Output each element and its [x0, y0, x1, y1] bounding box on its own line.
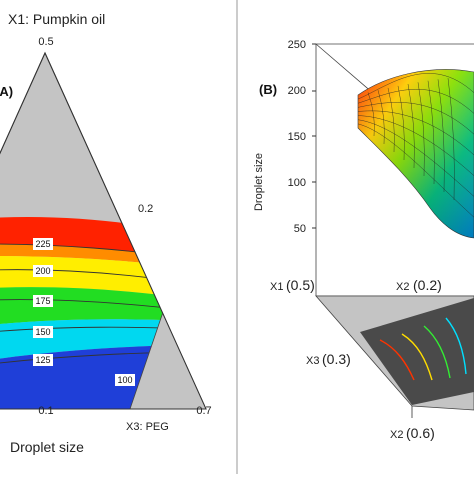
vertex-value-top: 0.5 — [38, 36, 53, 48]
x1-axis-label: X1 (0.5) — [270, 277, 315, 293]
x2-axis-label-bottom: X2 (0.6) — [390, 425, 435, 441]
mesh-line — [357, 73, 474, 100]
z-tick-label: 50 — [294, 223, 306, 235]
contour-label: 150 — [35, 327, 50, 337]
z-tick-label: 200 — [288, 85, 306, 97]
z-tick-label: 250 — [288, 39, 306, 51]
contour-region — [0, 216, 206, 409]
z-axis: 250 200 150 100 50 Droplet size — [253, 39, 316, 235]
band-green — [0, 287, 205, 325]
floor-contours — [379, 317, 467, 381]
x2-label: X2 — [390, 429, 403, 441]
mesh-line — [387, 87, 395, 153]
side-tick-right: 0.2 — [138, 203, 153, 215]
x2-label: X2 — [396, 281, 409, 293]
contour-label: 200 — [35, 266, 50, 276]
x3-axis-label: X3 (0.3) — [306, 351, 351, 367]
x1-label: X1 — [270, 281, 283, 293]
x2-axis-label-top: X2 (0.2) — [396, 277, 442, 293]
contour-label: 125 — [35, 355, 50, 365]
mesh-line — [357, 110, 474, 156]
surface-plot: 250 200 150 100 50 Droplet size — [253, 39, 474, 441]
panel-label-a: (A) — [0, 84, 13, 99]
mesh-line — [437, 79, 445, 193]
contour-label: 225 — [35, 239, 50, 249]
x2-value: (0.2) — [413, 277, 442, 293]
contour-label: 175 — [35, 296, 50, 306]
mesh-line — [377, 90, 385, 145]
contour-label: 100 — [117, 375, 132, 385]
bottom-tick-left: 0.1 — [38, 405, 53, 417]
response-label: Droplet size — [10, 439, 84, 455]
mesh-line — [397, 85, 405, 161]
z-axis-title: Droplet size — [253, 153, 265, 211]
mesh-line — [357, 119, 474, 197]
z-tick-label: 100 — [288, 177, 306, 189]
mesh-line — [357, 102, 474, 135]
x3-value: (0.3) — [322, 351, 351, 367]
x2-value: (0.6) — [406, 425, 435, 441]
mesh-line — [427, 80, 435, 185]
mesh-line — [407, 83, 415, 169]
mesh-line — [357, 89, 474, 114]
mesh-line — [447, 78, 455, 201]
projection-floor — [315, 295, 474, 418]
vertex-label-right: X3: PEG — [126, 421, 169, 433]
z-tick-label: 150 — [288, 131, 306, 143]
response-surface — [357, 69, 474, 239]
panel-label-b: (B) — [259, 82, 277, 97]
surface-mesh — [357, 73, 474, 218]
mesh-line — [417, 82, 425, 177]
x1-value: (0.5) — [286, 277, 315, 293]
ternary-plot: 225 200 175 150 125 100 X1: Pumpkin oil … — [0, 11, 212, 455]
vertex-label-top: X1: Pumpkin oil — [8, 11, 105, 27]
mesh-line — [357, 123, 474, 218]
contour-labels: 225 200 175 150 125 100 — [33, 238, 135, 386]
mesh-line — [367, 92, 375, 137]
bottom-tick-right: 0.7 — [196, 405, 211, 417]
x3-label: X3 — [306, 355, 319, 367]
